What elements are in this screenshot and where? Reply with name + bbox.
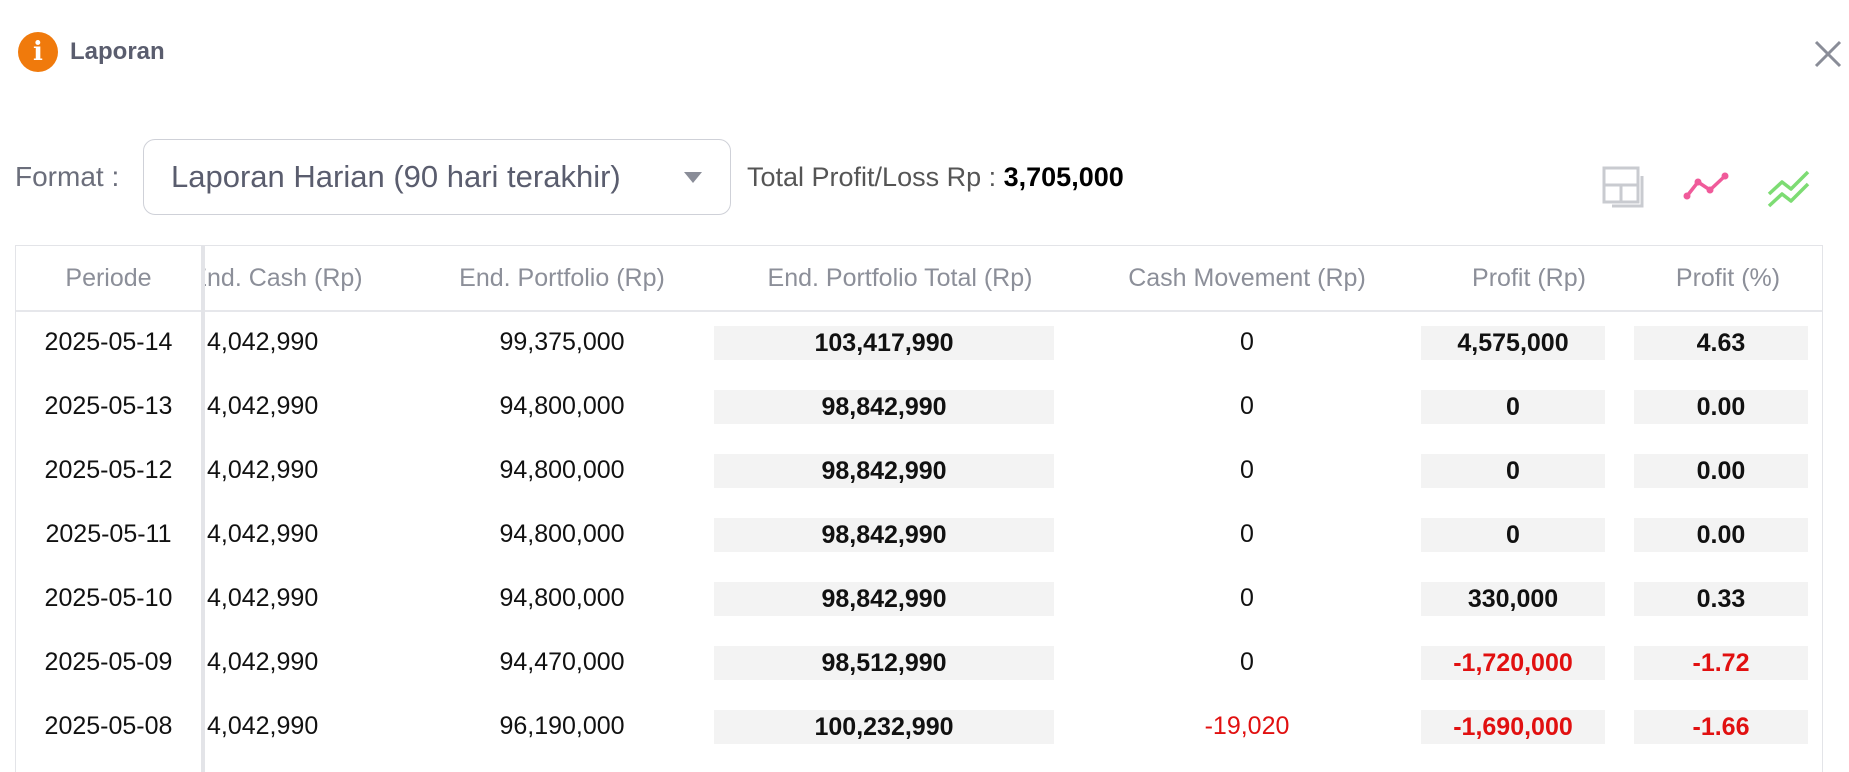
cell-profit: 4,575,000	[1421, 326, 1605, 360]
info-icon: i	[18, 32, 58, 72]
multi-line-chart-icon[interactable]	[1766, 164, 1812, 210]
cell-end-portfolio-total: 98,842,990	[714, 518, 1054, 552]
cell-end-portfolio-total: 103,417,990	[714, 326, 1054, 360]
cell-profit-pct: 0.33	[1634, 582, 1808, 616]
cell-end-portfolio-total: 98,842,990	[714, 390, 1054, 424]
cell-end-portfolio-total: 98,842,990	[714, 454, 1054, 488]
cell-cash-movement: 0	[1240, 584, 1254, 612]
cell-profit: 0	[1421, 518, 1605, 552]
cell-end-portfolio-total: 100,232,990	[714, 710, 1054, 744]
line-chart-icon[interactable]	[1683, 164, 1729, 210]
cell-end-portfolio: 99,375,000	[499, 328, 625, 356]
cell-end-cash: 4,042,990	[207, 456, 319, 484]
cell-end-portfolio-total: 98,512,990	[714, 646, 1054, 680]
cell-periode: 2025-05-09	[44, 648, 173, 676]
cell-profit-pct: -1.66	[1634, 710, 1808, 744]
cell-profit-pct: -1.72	[1634, 646, 1808, 680]
cell-profit: -1,720,000	[1421, 646, 1605, 680]
cell-end-cash: 4,042,990	[207, 648, 319, 676]
cell-end-portfolio: 94,800,000	[499, 584, 625, 612]
cell-periode: 2025-05-13	[44, 392, 173, 420]
cell-end-portfolio-total: 98,842,990	[714, 582, 1054, 616]
format-label: Format :	[15, 161, 120, 192]
cell-profit: 0	[1421, 390, 1605, 424]
cell-profit: -1,690,000	[1421, 710, 1605, 744]
cell-cash-movement: 0	[1240, 648, 1254, 676]
table-row[interactable]: 2025-05-14 4,042,990 99,375,000 103,417,990…	[16, 310, 1822, 374]
cell-end-cash: 4,042,990	[207, 520, 319, 548]
cell-cash-movement: 0	[1240, 328, 1254, 356]
total-profit-loss: Total Profit/Loss Rp : 3,705,000	[747, 162, 1124, 193]
dialog-header: i Laporan	[18, 32, 165, 72]
cell-cash-movement: 0	[1240, 456, 1254, 484]
cell-profit: 0	[1421, 454, 1605, 488]
cell-periode: 2025-05-11	[45, 520, 172, 548]
table-row[interactable]: 2025-05-08 4,042,990 96,190,000 100,232,990…	[16, 694, 1822, 758]
cell-profit-pct: 0.00	[1634, 518, 1808, 552]
table-row[interactable]: 2025-05-09 4,042,990 94,470,000 98,512,990 0…	[16, 630, 1822, 694]
total-value: 3,705,000	[1003, 161, 1124, 192]
cell-profit-pct: 0.00	[1634, 454, 1808, 488]
report-table[interactable]: Periode End. Cash (Rp) End. Portfolio (R…	[15, 245, 1823, 772]
header-profit-pct[interactable]: Profit (%)	[1675, 264, 1781, 292]
cell-end-cash: 4,042,990	[207, 392, 319, 420]
header-profit[interactable]: Profit (Rp)	[1472, 264, 1586, 292]
header-end-portfolio[interactable]: End. Portfolio (Rp)	[459, 264, 665, 292]
total-label: Total Profit/Loss Rp :	[747, 161, 997, 192]
cell-end-cash: 4,042,990	[207, 712, 319, 740]
cell-periode: 2025-05-14	[44, 328, 173, 356]
cell-cash-movement: -19,020	[1204, 712, 1290, 740]
table-row[interactable]: 2025-05-10 4,042,990 94,800,000 98,842,990 0…	[16, 566, 1822, 630]
table-header: Periode End. Cash (Rp) End. Portfolio (R…	[16, 246, 1822, 312]
table-row[interactable]: 2025-05-13 4,042,990 94,800,000 98,842,990 0…	[16, 374, 1822, 438]
cell-profit-pct: 4.63	[1634, 326, 1808, 360]
cell-cash-movement: 0	[1240, 392, 1254, 420]
cell-periode: 2025-05-08	[44, 712, 173, 740]
table-row[interactable]: 2025-05-11 4,042,990 94,800,000 98,842,990 0…	[16, 502, 1822, 566]
cell-profit-pct: 0.00	[1634, 390, 1808, 424]
cell-periode: 2025-05-10	[44, 584, 173, 612]
header-end-cash[interactable]: End. Cash (Rp)	[205, 264, 363, 292]
frozen-column-divider	[201, 246, 205, 772]
cell-cash-movement: 0	[1240, 520, 1254, 548]
cell-end-portfolio: 94,470,000	[499, 648, 625, 676]
cell-periode: 2025-05-12	[44, 456, 173, 484]
cell-end-portfolio: 94,800,000	[499, 392, 625, 420]
toolbar: Format : Laporan Harian (90 hari terakhi…	[15, 137, 1124, 217]
header-cash-movement[interactable]: Cash Movement (Rp)	[1128, 264, 1366, 292]
cell-end-portfolio: 94,800,000	[499, 456, 625, 484]
dialog-title: Laporan	[70, 38, 165, 65]
cell-end-cash: 4,042,990	[207, 584, 319, 612]
cell-end-cash: 4,042,990	[207, 328, 319, 356]
cell-profit: 330,000	[1421, 582, 1605, 616]
cell-end-portfolio: 96,190,000	[499, 712, 625, 740]
header-periode[interactable]: Periode	[65, 264, 152, 292]
header-end-portfolio-total[interactable]: End. Portfolio Total (Rp)	[767, 264, 1033, 292]
layout-icon[interactable]	[1600, 164, 1646, 210]
table-row[interactable]: 2025-05-12 4,042,990 94,800,000 98,842,990 0…	[16, 438, 1822, 502]
close-icon[interactable]	[1810, 36, 1846, 72]
format-select[interactable]: Laporan Harian (90 hari terakhir)	[143, 139, 731, 215]
cell-end-portfolio: 94,800,000	[499, 520, 625, 548]
chevron-down-icon	[684, 171, 702, 183]
format-select-value: Laporan Harian (90 hari terakhir)	[171, 159, 621, 194]
